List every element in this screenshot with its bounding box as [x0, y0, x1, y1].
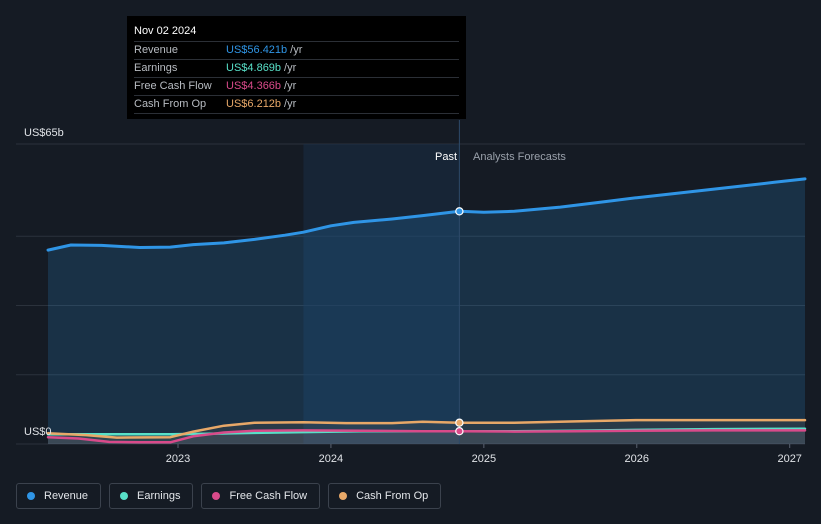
legend-label: Revenue — [44, 490, 89, 502]
past-highlight-band — [303, 144, 460, 444]
tooltip-value: US$4.366b — [226, 80, 282, 92]
tooltip-date: Nov 02 2024 — [134, 23, 459, 42]
forecast-label: Analysts Forecasts — [473, 151, 566, 163]
tooltip-label: Revenue — [134, 44, 179, 56]
marker-cash-from-op — [455, 418, 464, 427]
circle-icon — [212, 492, 221, 500]
line-free-cash-flow — [46, 429, 807, 444]
x-tick-label: 2027 — [777, 453, 801, 465]
y-axis-max-label: US$65b — [24, 127, 64, 139]
marker-revenue — [455, 207, 464, 216]
tooltip-row-cash-from-op: Cash From Op US$6.212b /yr — [134, 96, 459, 114]
series-areas — [48, 178, 805, 444]
circle-icon — [120, 492, 129, 500]
past-label: Past — [435, 151, 457, 163]
area-earnings — [48, 428, 805, 444]
chart-legend: Revenue Earnings Free Cash Flow Cash Fro… — [16, 483, 442, 509]
x-axis-ticks: 2023 2024 2025 2026 2027 — [166, 444, 802, 465]
legend-label: Free Cash Flow — [229, 490, 308, 502]
tooltip-label: Cash From Op — [134, 98, 207, 110]
legend-label: Cash From Op — [356, 490, 429, 502]
chart-area: US$65b US$0 Past Analysts Forecasts 2023… — [16, 120, 807, 465]
tooltip-row-earnings: Earnings US$4.869b /yr — [134, 60, 459, 78]
marker-free-cash-flow — [455, 427, 464, 436]
tooltip-value: US$6.212b — [226, 98, 282, 110]
area-revenue — [48, 178, 805, 444]
circle-icon — [339, 492, 348, 500]
circle-icon — [27, 492, 35, 500]
x-tick-label: 2024 — [319, 453, 343, 465]
legend-item-revenue[interactable]: Revenue — [16, 483, 102, 509]
x-tick-label: 2025 — [472, 453, 496, 465]
legend-label: Earnings — [137, 490, 181, 502]
tooltip-value: US$56.421b — [226, 44, 288, 56]
tooltip-row-free-cash-flow: Free Cash Flow US$4.366b /yr — [134, 78, 459, 96]
tooltip-value: US$4.869b — [226, 62, 282, 74]
legend-item-earnings[interactable]: Earnings — [109, 483, 194, 509]
x-tick-label: 2023 — [166, 453, 190, 465]
legend-item-free-cash-flow[interactable]: Free Cash Flow — [201, 483, 321, 509]
tooltip-unit: /yr — [284, 80, 297, 92]
tooltip-unit: /yr — [284, 98, 297, 110]
y-axis-min-label: US$0 — [24, 426, 52, 438]
line-cash-from-op — [46, 418, 807, 439]
line-revenue — [46, 177, 807, 252]
tooltip-label: Free Cash Flow — [134, 80, 212, 92]
tooltip-row-revenue: Revenue US$56.421b /yr — [134, 42, 459, 60]
x-tick-label: 2026 — [625, 453, 649, 465]
tooltip-unit: /yr — [290, 44, 303, 56]
series-lines — [46, 177, 807, 444]
legend-item-cash-from-op[interactable]: Cash From Op — [328, 483, 442, 509]
tooltip-label: Earnings — [134, 62, 178, 74]
hover-tooltip: Nov 02 2024 Revenue US$56.421b /yr Earni… — [127, 16, 466, 119]
hover-markers — [455, 207, 464, 436]
tooltip-unit: /yr — [284, 62, 297, 74]
